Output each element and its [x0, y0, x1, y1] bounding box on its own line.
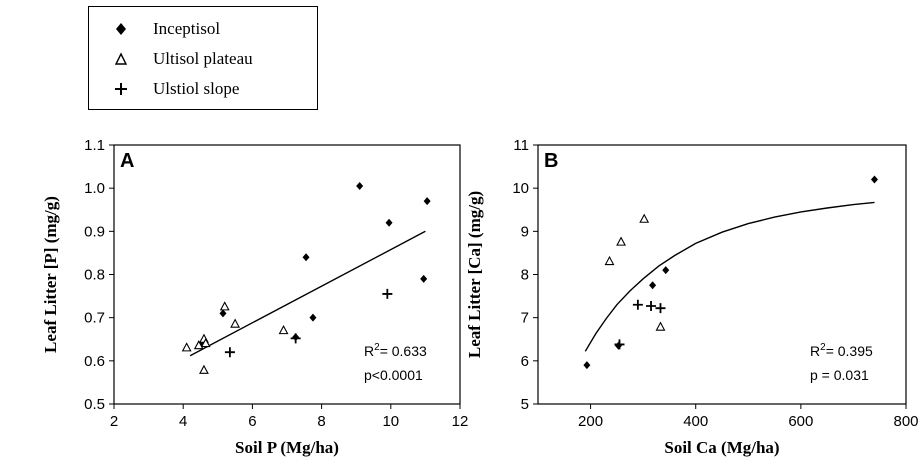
- data-point-ulstiol-slope: [655, 303, 666, 314]
- x-tick-label: 400: [683, 413, 708, 430]
- data-point-inceptisol: [309, 313, 317, 322]
- fit-line: [584, 201, 875, 352]
- x-tick-label: 2: [110, 413, 118, 430]
- data-point-ulstiol-slope: [224, 347, 235, 358]
- y-tick-label: 0.6: [84, 353, 105, 370]
- y-tick-label: 0.5: [84, 396, 105, 413]
- y-tick-label: 1.0: [84, 180, 105, 197]
- data-point-inceptisol: [219, 309, 227, 318]
- data-point-inceptisol: [356, 182, 364, 191]
- y-tick-label: 7: [521, 310, 529, 327]
- data-point-ulstiol-slope: [382, 288, 393, 299]
- y-tick-label: 8: [521, 267, 529, 284]
- x-axis-label: Soil P (Mg/ha): [235, 438, 339, 457]
- data-point-inceptisol: [614, 341, 622, 350]
- data-point-ulstiol-slope: [632, 299, 643, 310]
- legend-item-ulstiol-slope: Ulstiol slope: [89, 77, 319, 101]
- plot-frame: [113, 144, 461, 405]
- data-point-inceptisol: [649, 281, 657, 290]
- y-tick-label: 10: [512, 180, 529, 197]
- x-axis-label: Soil Ca (Mg/ha): [664, 438, 779, 457]
- y-tick-label: 0.9: [84, 223, 105, 240]
- p-value-label: p = 0.031: [810, 367, 869, 383]
- data-point-ultisol-plateau: [193, 340, 204, 350]
- panel-label: B: [544, 150, 558, 172]
- data-point-inceptisol: [385, 218, 393, 227]
- x-tick-label: 600: [788, 413, 813, 430]
- legend: Inceptisol Ultisol plateau Ulstiol slope: [88, 6, 318, 110]
- x-tick-label: 8: [317, 413, 325, 430]
- data-point-inceptisol: [662, 266, 670, 275]
- fit-line: [189, 230, 426, 357]
- legend-label: Ulstiol slope: [153, 79, 240, 98]
- data-point-ultisol-plateau: [604, 255, 615, 266]
- chart-panel-a: 0.5 0.6 0.7 0.8 0.9 1.0 1.1 2 4 6 8 10 12 Soil P (Mg/…: [41, 137, 468, 457]
- panel-label: A: [120, 150, 134, 172]
- y-tick-label: 0.7: [84, 310, 105, 327]
- x-tick-label: 12: [452, 413, 469, 430]
- legend-marker-diamond: [116, 23, 126, 35]
- data-point-inceptisol: [302, 253, 310, 262]
- y-tick-label: 11: [513, 137, 529, 154]
- p-value-label: p<0.0001: [364, 367, 423, 383]
- legend-marker-triangle: [114, 52, 128, 65]
- data-point-ulstiol-slope: [646, 301, 657, 312]
- data-point-ultisol-plateau: [278, 324, 289, 335]
- data-point-ultisol-plateau: [219, 301, 230, 311]
- data-point-ultisol-plateau: [199, 364, 209, 374]
- r-squared-label: R2= 0.633: [364, 342, 427, 359]
- data-point-inceptisol: [423, 197, 431, 206]
- y-axis-label: Leaf Litter [P] (mg/g): [41, 196, 60, 353]
- data-point-ultisol-plateau: [655, 321, 666, 331]
- legend-marker-plus: [115, 83, 127, 95]
- x-tick-label: 800: [893, 413, 918, 430]
- y-tick-label: 6: [521, 353, 529, 370]
- data-point-ulstiol-slope: [614, 339, 625, 350]
- x-tick-label: 4: [179, 413, 187, 430]
- x-tick-label: 6: [248, 413, 256, 430]
- y-tick-label: 9: [521, 223, 529, 240]
- legend-label: Ultisol plateau: [153, 49, 253, 68]
- data-point-inceptisol: [583, 361, 591, 370]
- x-tick-label: 200: [578, 413, 603, 430]
- legend-item-inceptisol: Inceptisol: [89, 17, 319, 41]
- x-tick-label: 10: [382, 413, 399, 430]
- data-point-ulstiol-slope: [290, 333, 301, 344]
- data-point-ultisol-plateau: [639, 213, 650, 223]
- y-tick-label: 0.8: [84, 267, 105, 284]
- chart-panel-b: 5 6 7 8 9 10 11 200 400 600 800 Soil Ca (Mg/ha) Leaf…: [465, 137, 919, 457]
- legend-label: Inceptisol: [153, 19, 221, 38]
- data-point-ultisol-plateau: [230, 318, 241, 328]
- data-point-ultisol-plateau: [181, 342, 192, 352]
- data-point-inceptisol: [420, 274, 428, 283]
- y-tick-label: 1.1: [84, 137, 105, 154]
- data-point-ultisol-plateau: [616, 236, 626, 246]
- plot-frame: [537, 144, 907, 405]
- y-axis-label: Leaf Litter [Ca] (mg/g): [465, 191, 484, 358]
- y-tick-label: 5: [521, 396, 529, 413]
- r-squared-label: R2= 0.395: [810, 342, 873, 359]
- data-point-inceptisol: [870, 175, 878, 184]
- legend-item-ultisol-plateau: Ultisol plateau: [89, 47, 319, 71]
- data-point-ultisol-plateau: [200, 337, 211, 348]
